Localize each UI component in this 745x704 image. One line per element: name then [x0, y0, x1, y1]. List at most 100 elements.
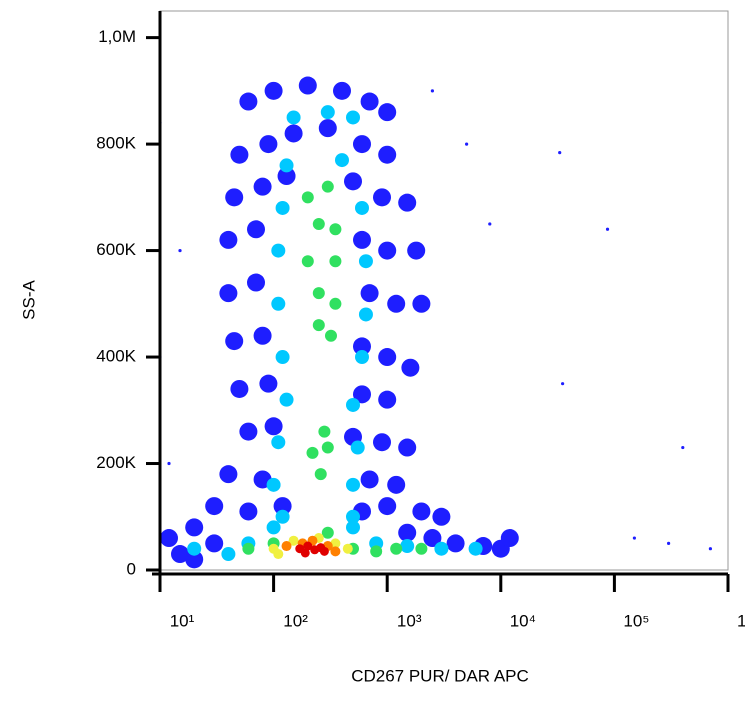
data-point — [259, 135, 278, 154]
data-point — [253, 326, 272, 345]
data-point — [346, 110, 361, 125]
data-point — [329, 297, 342, 310]
data-point — [360, 284, 379, 303]
data-point — [264, 417, 283, 436]
data-point — [242, 542, 255, 555]
data-point — [468, 541, 483, 556]
data-point — [266, 520, 281, 535]
y-tick-label: 800K — [96, 134, 136, 153]
data-point — [288, 535, 299, 546]
data-point — [430, 89, 435, 93]
data-point — [465, 142, 469, 146]
data-point — [300, 548, 310, 558]
data-point — [330, 538, 341, 549]
data-point — [350, 440, 365, 455]
data-point — [312, 319, 325, 332]
x-tick-label: 10³ — [397, 611, 422, 630]
data-point — [378, 145, 397, 164]
data-point — [160, 529, 178, 548]
data-point — [346, 520, 361, 535]
data-point — [279, 392, 294, 407]
data-point — [398, 523, 417, 542]
data-point — [312, 287, 325, 300]
data-point — [667, 541, 671, 545]
data-point — [354, 200, 369, 215]
data-point — [219, 284, 238, 303]
data-point — [303, 541, 313, 551]
data-point — [230, 379, 249, 398]
data-point — [306, 446, 319, 459]
data-point — [329, 255, 342, 268]
data-point — [415, 542, 428, 555]
data-point — [605, 227, 610, 231]
points — [160, 76, 713, 569]
data-point — [321, 526, 334, 539]
data-point — [370, 545, 383, 558]
data-point — [324, 329, 337, 342]
data-point — [312, 217, 325, 230]
data-point — [187, 541, 202, 556]
data-point — [401, 358, 420, 377]
data-point — [247, 273, 266, 292]
data-point — [346, 397, 361, 412]
data-point — [400, 539, 415, 554]
data-point — [378, 241, 397, 260]
data-point — [239, 422, 258, 441]
data-point — [334, 153, 349, 168]
data-point — [185, 550, 204, 569]
data-point — [373, 188, 392, 207]
data-point — [319, 546, 329, 556]
data-point — [271, 296, 286, 311]
y-tick-label: 0 — [127, 559, 136, 578]
data-point — [412, 502, 431, 521]
x-tick-label: 10² — [283, 611, 308, 630]
data-point — [205, 534, 224, 553]
data-point — [205, 497, 224, 516]
data-point — [273, 497, 292, 516]
data-point — [390, 542, 403, 555]
data-point — [247, 220, 266, 239]
x-tick-label: 10⁶ — [737, 611, 745, 630]
data-point — [352, 337, 371, 356]
data-point — [387, 294, 406, 313]
data-point — [286, 110, 301, 125]
data-point — [423, 529, 442, 548]
y-tick-label: 400K — [96, 347, 136, 366]
data-point — [279, 158, 294, 173]
data-point — [239, 502, 258, 521]
data-point — [259, 374, 278, 393]
data-point — [387, 475, 406, 494]
x-tick-label: 10⁴ — [510, 611, 536, 630]
data-point — [344, 172, 363, 191]
data-point — [321, 180, 334, 193]
data-point — [360, 92, 379, 111]
data-point — [318, 119, 337, 138]
data-point — [314, 468, 327, 481]
data-point — [378, 348, 397, 367]
data-point — [264, 81, 283, 100]
data-point — [708, 547, 713, 551]
data-point — [681, 445, 685, 450]
data-point — [273, 549, 284, 560]
data-point — [239, 92, 258, 111]
data-point — [360, 470, 379, 489]
data-point — [398, 193, 417, 212]
data-point — [171, 545, 190, 564]
data-point — [558, 151, 562, 155]
data-point — [271, 243, 286, 258]
data-point — [332, 81, 351, 100]
data-point — [225, 188, 244, 207]
data-point — [488, 222, 492, 226]
data-point — [320, 105, 335, 120]
data-point — [281, 541, 292, 552]
data-point — [219, 465, 238, 484]
data-point — [632, 536, 637, 540]
data-point — [330, 546, 341, 557]
data-point — [378, 390, 397, 409]
data-point — [446, 534, 465, 553]
data-point — [378, 497, 397, 516]
data-point — [346, 477, 361, 492]
data-point — [230, 145, 249, 164]
data-point — [271, 435, 286, 450]
